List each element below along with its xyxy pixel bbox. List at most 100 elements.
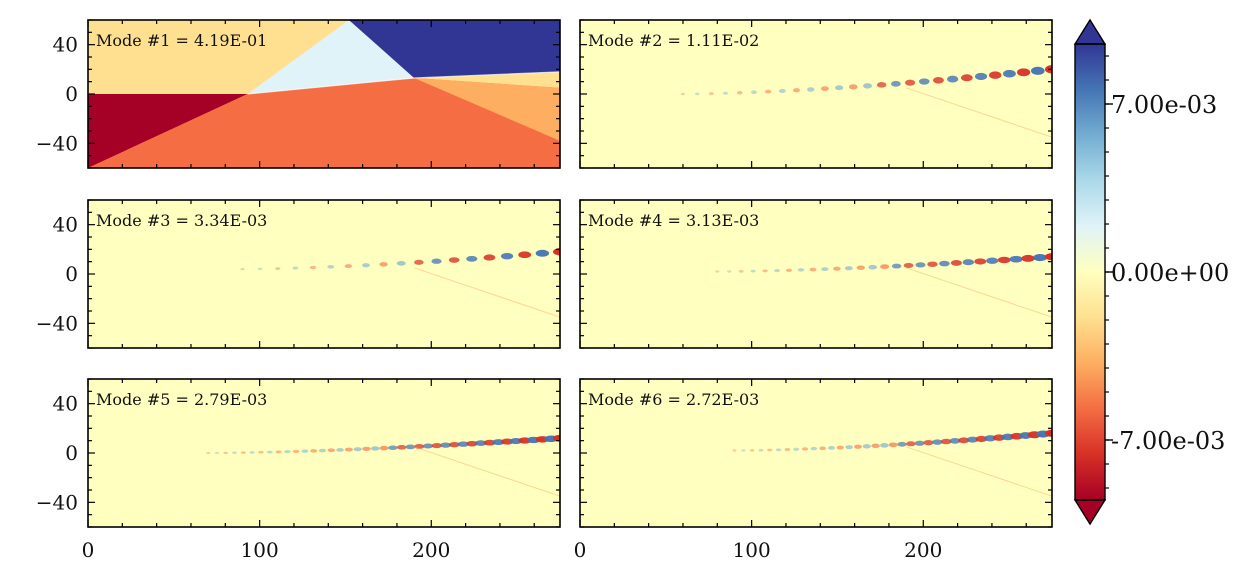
wave-packet bbox=[440, 442, 452, 448]
wave-packet bbox=[988, 71, 1002, 79]
wave-packet bbox=[749, 449, 755, 452]
wave-packet bbox=[206, 451, 211, 455]
wave-packet bbox=[806, 87, 815, 92]
wave-packet bbox=[327, 265, 335, 269]
wave-packet bbox=[275, 450, 282, 454]
wave-packet bbox=[848, 84, 858, 90]
panel-mode-3: −40 0 40 Mode #3 = 3.34E-03 bbox=[36, 199, 561, 349]
wave-packet bbox=[833, 266, 841, 271]
wave-packet bbox=[431, 443, 443, 449]
shock-trace bbox=[905, 267, 1052, 318]
colorbar-tick-label: -7.00e-03 bbox=[1111, 427, 1225, 455]
panel-background bbox=[88, 200, 560, 348]
x-tick-label: 200 bbox=[412, 538, 450, 562]
wave-packet bbox=[862, 444, 871, 449]
wave-packet bbox=[774, 269, 780, 273]
wave-packet bbox=[809, 267, 817, 272]
panel-background bbox=[580, 20, 1052, 168]
wave-packet bbox=[801, 447, 809, 451]
wave-packet bbox=[379, 262, 388, 267]
wave-packet bbox=[240, 451, 246, 454]
wave-packet bbox=[344, 264, 352, 269]
wave-packet bbox=[758, 448, 764, 452]
colorbar-extend-bottom bbox=[1073, 499, 1107, 526]
y-tick-label: 40 bbox=[53, 392, 78, 416]
y-tick-label: 40 bbox=[53, 33, 78, 57]
y-tick-label: 40 bbox=[53, 213, 78, 237]
wave-packet bbox=[891, 263, 902, 269]
panel-background bbox=[88, 379, 560, 527]
shock-trace bbox=[413, 267, 560, 318]
wave-packet bbox=[214, 451, 220, 455]
wave-packet bbox=[1045, 253, 1052, 261]
wave-packet bbox=[871, 443, 880, 449]
wave-packet bbox=[257, 267, 263, 271]
wave-packet bbox=[974, 72, 988, 81]
wave-packet bbox=[353, 447, 362, 452]
x-tick-label: 0 bbox=[82, 538, 95, 562]
wave-packet bbox=[396, 444, 407, 450]
wave-packet bbox=[275, 267, 281, 270]
wave-packet bbox=[414, 259, 424, 265]
wave-packet bbox=[1030, 66, 1045, 75]
wave-packet bbox=[834, 85, 844, 91]
wave-packet bbox=[856, 265, 865, 270]
wave-packet bbox=[405, 444, 416, 450]
wave-packet bbox=[1002, 69, 1016, 78]
colorbar-gradient bbox=[1075, 44, 1105, 500]
colorbar: 7.00e-03 0.00e+00 -7.00e-03 bbox=[1073, 18, 1229, 526]
wave-packet bbox=[778, 88, 786, 94]
wave-packet bbox=[736, 91, 743, 95]
x-tick-label: 100 bbox=[733, 538, 771, 562]
wave-packet bbox=[876, 82, 887, 88]
wave-packet bbox=[827, 446, 836, 450]
wave-packet bbox=[715, 270, 720, 273]
wave-packet bbox=[448, 441, 460, 448]
wave-packet bbox=[750, 269, 756, 273]
wave-packet bbox=[966, 436, 979, 443]
wave-packet bbox=[240, 267, 245, 271]
colorbar-tick-label: 0.00e+00 bbox=[1111, 259, 1229, 287]
wave-packet bbox=[784, 448, 791, 452]
wave-packet bbox=[448, 257, 460, 263]
mode1-upper-right-region bbox=[348, 20, 560, 78]
wave-packet bbox=[518, 251, 532, 259]
wave-packet bbox=[821, 267, 829, 272]
wave-packet bbox=[680, 92, 685, 96]
wave-packet bbox=[793, 447, 800, 451]
wave-packet bbox=[344, 447, 353, 452]
wave-packet bbox=[960, 74, 973, 82]
wave-packet bbox=[362, 263, 370, 268]
wave-packet bbox=[974, 258, 987, 265]
wave-packet bbox=[284, 450, 291, 454]
wave-packet bbox=[292, 449, 300, 454]
wave-packet bbox=[301, 449, 309, 453]
wave-packet bbox=[318, 448, 327, 453]
wave-packet bbox=[741, 449, 746, 452]
wave-packet bbox=[466, 440, 478, 447]
wave-packet bbox=[797, 268, 805, 272]
wave-packet bbox=[764, 89, 772, 94]
shock-trace bbox=[905, 87, 1052, 138]
y-tick-label: −40 bbox=[36, 131, 78, 155]
wave-packet bbox=[553, 248, 560, 256]
wave-packet bbox=[708, 92, 714, 96]
y-tick-label: 0 bbox=[65, 441, 78, 465]
mode1-right-wedge bbox=[414, 77, 560, 141]
wave-packet bbox=[844, 266, 853, 271]
mode1-shear-line bbox=[247, 71, 560, 95]
mode-label: Mode #3 = 3.34E-03 bbox=[96, 211, 267, 230]
wave-packet bbox=[997, 256, 1011, 264]
wave-packet bbox=[727, 270, 732, 273]
wave-packet bbox=[483, 254, 496, 261]
wave-packet bbox=[932, 77, 944, 84]
wave-packet bbox=[939, 260, 950, 267]
wave-packet bbox=[249, 451, 255, 454]
wave-packet bbox=[975, 435, 988, 443]
wave-packet bbox=[750, 90, 757, 95]
wave-packet bbox=[336, 448, 344, 452]
wave-packet bbox=[906, 441, 916, 447]
wave-packet bbox=[946, 75, 959, 83]
wave-packet bbox=[880, 443, 889, 448]
wave-packet bbox=[819, 446, 827, 451]
